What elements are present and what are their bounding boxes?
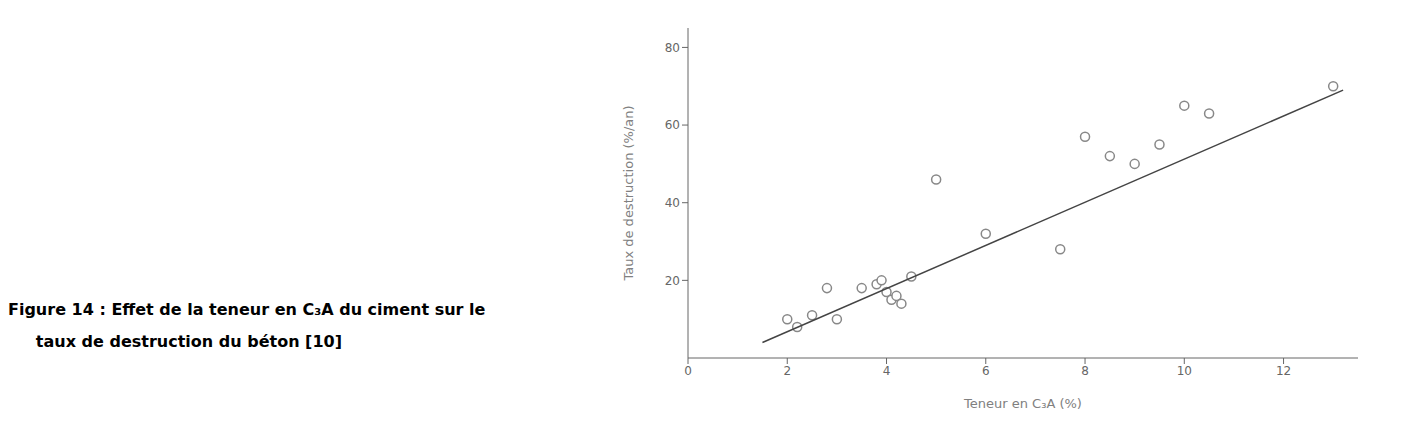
svg-text:8: 8: [1081, 364, 1089, 378]
svg-text:Taux de destruction (%/an): Taux de destruction (%/an): [621, 105, 636, 281]
html-text:taux de destruction du béton [: taux de destruction du béton [10]: [8, 332, 342, 351]
svg-text:Teneur en C₃A (%): Teneur en C₃A (%): [963, 396, 1082, 411]
svg-text:80: 80: [665, 41, 680, 55]
svg-text:60: 60: [665, 118, 680, 132]
svg-text:20: 20: [665, 274, 680, 288]
svg-text:6: 6: [982, 364, 990, 378]
svg-text:4: 4: [883, 364, 891, 378]
svg-text:10: 10: [1177, 364, 1192, 378]
svg-text:12: 12: [1276, 364, 1291, 378]
svg-text:0: 0: [684, 364, 692, 378]
svg-text:2: 2: [783, 364, 791, 378]
html-text:Figure 14 : Effet de la teneur: Figure 14 : Effet de la teneur en C₃A du…: [8, 300, 486, 319]
svg-text:40: 40: [665, 196, 680, 210]
